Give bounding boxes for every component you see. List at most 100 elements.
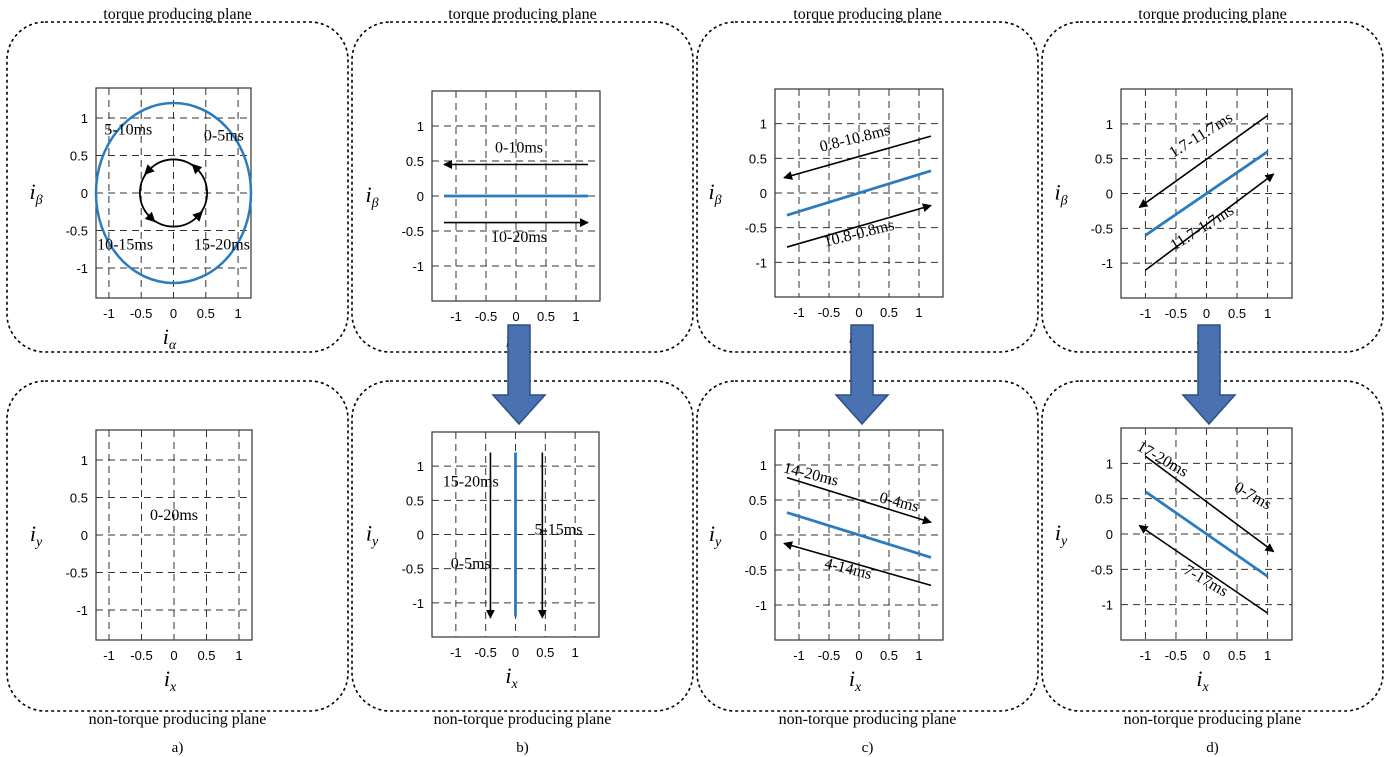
x-tick-label: 0 — [855, 648, 862, 663]
y-tick-label: 1 — [760, 117, 767, 132]
x-tick-label: 1 — [915, 648, 922, 663]
y-tick-label: -1 — [1101, 256, 1113, 271]
y-axis-label: iy — [709, 521, 722, 550]
y-axis-label-subscript: y — [34, 535, 43, 550]
x-tick-label: -1 — [450, 309, 462, 324]
y-tick-label: -1 — [76, 261, 88, 276]
x-axis-label-main: i — [164, 666, 170, 691]
x-axis-label-subscript: x — [1201, 680, 1209, 695]
transform-block-arrow — [491, 324, 547, 426]
trajectory-line — [1144, 150, 1269, 237]
y-tick-label: -0.5 — [745, 221, 767, 236]
bottom-panel-frame — [6, 380, 349, 712]
time-annotation: 5-10ms — [104, 122, 152, 139]
y-axis-label-subscript: y — [713, 535, 722, 550]
y-tick-label: 1 — [1106, 456, 1113, 471]
y-tick-label: 0 — [417, 528, 424, 543]
x-tick-label: 0.5 — [537, 309, 555, 324]
x-tick-label: -1 — [793, 305, 805, 320]
x-axis-label-main: i — [505, 663, 511, 688]
x-tick-label: 0.5 — [197, 648, 215, 663]
y-tick-label: -1 — [755, 255, 767, 270]
plane-title: non-torque producing plane — [89, 711, 267, 728]
y-axis-label: iy — [1055, 520, 1068, 549]
y-axis-label: iy — [30, 521, 43, 550]
x-tick-label: 0.5 — [197, 306, 215, 321]
y-tick-label: 1 — [417, 119, 424, 134]
x-tick-label: -1 — [1140, 306, 1152, 321]
x-tick-label: 0 — [512, 309, 519, 324]
y-tick-label: 0 — [417, 189, 424, 204]
y-tick-label: -0.5 — [66, 566, 88, 581]
x-tick-label: -0.5 — [818, 305, 840, 320]
subfigure-label: a) — [172, 740, 184, 756]
y-axis-label: iβ — [29, 179, 42, 208]
x-axis-label-subscript: α — [169, 338, 177, 353]
x-axis-label: ix — [1196, 666, 1209, 695]
y-tick-label: 0.5 — [70, 491, 88, 506]
y-tick-label: -0.5 — [1091, 221, 1113, 236]
y-axis-label-subscript: β — [1060, 194, 1068, 209]
y-tick-label: -0.5 — [745, 563, 767, 578]
y-axis-label-main: i — [365, 182, 371, 207]
plane-title: torque producing plane — [793, 6, 941, 23]
time-annotation: 0-5ms — [451, 556, 491, 573]
y-tick-label: 1 — [81, 453, 88, 468]
x-tick-label: -0.5 — [130, 306, 152, 321]
y-axis-label: iy — [366, 521, 379, 550]
y-tick-label: 1 — [417, 459, 424, 474]
trajectory-line — [1144, 490, 1269, 578]
y-tick-label: -0.5 — [66, 224, 88, 239]
plane-title: torque producing plane — [103, 6, 251, 23]
time-annotation: 0-5ms — [204, 128, 244, 145]
y-axis-label: iβ — [1054, 180, 1067, 209]
x-tick-label: 1 — [1264, 648, 1271, 663]
plane-title: non-torque producing plane — [779, 711, 957, 728]
direction-arrow — [786, 476, 932, 525]
x-axis-label-main: i — [849, 666, 855, 691]
transform-block-arrow — [834, 324, 890, 426]
y-axis-label-subscript: y — [370, 535, 379, 550]
y-axis-label-subscript: β — [714, 193, 722, 208]
y-axis-label-main: i — [29, 179, 35, 204]
y-tick-label: -1 — [76, 603, 88, 618]
time-annotation: 0-20ms — [150, 507, 198, 524]
y-tick-label: 0 — [1106, 187, 1113, 202]
x-tick-label: 0.5 — [536, 645, 554, 660]
x-tick-label: 0.5 — [880, 648, 898, 663]
trajectory-circle — [94, 101, 253, 285]
x-axis-label: ix — [849, 666, 862, 695]
plane-title: non-torque producing plane — [1124, 711, 1302, 728]
x-axis-label-subscript: x — [169, 680, 177, 695]
time-annotation: 15-20ms — [443, 474, 499, 491]
y-axis-label-subscript: β — [371, 196, 379, 211]
y-axis-label-main: i — [366, 521, 372, 546]
x-tick-label: 1 — [572, 645, 579, 660]
plane-title: non-torque producing plane — [434, 711, 612, 728]
y-tick-label: -0.5 — [402, 224, 424, 239]
y-tick-label: 0 — [760, 528, 767, 543]
y-tick-label: 0.5 — [1095, 152, 1113, 167]
y-tick-label: 0.5 — [1095, 492, 1113, 507]
y-tick-label: 0.5 — [406, 154, 424, 169]
y-tick-label: 0 — [760, 186, 767, 201]
y-axis-label: iβ — [365, 182, 378, 211]
time-annotation: 0-10ms — [495, 140, 543, 157]
y-axis-label-subscript: β — [35, 193, 43, 208]
x-tick-label: -0.5 — [1165, 306, 1187, 321]
direction-arrow — [783, 541, 932, 587]
x-axis-label-main: i — [163, 324, 169, 349]
y-tick-label: 1 — [760, 458, 767, 473]
x-tick-label: -0.5 — [1165, 648, 1187, 663]
y-tick-label: -0.5 — [402, 562, 424, 577]
direction-arrow — [1138, 114, 1269, 209]
plane-title: torque producing plane — [1138, 6, 1286, 23]
y-tick-label: 0 — [81, 186, 88, 201]
x-tick-label: 1 — [235, 648, 242, 663]
x-tick-label: -0.5 — [818, 648, 840, 663]
x-tick-label: 1 — [234, 306, 241, 321]
x-tick-label: -1 — [103, 306, 115, 321]
x-axis-label-subscript: x — [854, 680, 862, 695]
y-axis-label-main: i — [1054, 180, 1060, 205]
y-axis-label-main: i — [709, 521, 715, 546]
